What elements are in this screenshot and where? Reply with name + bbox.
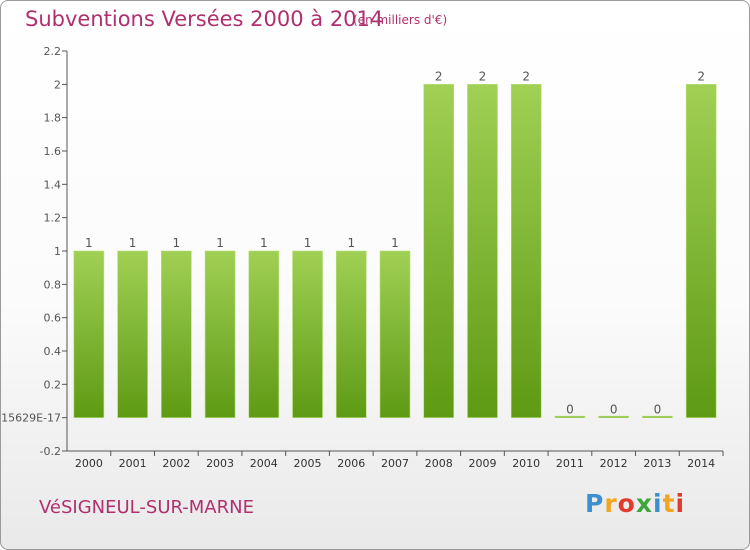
y-tick-label: 1 xyxy=(54,245,61,258)
x-tick-label-2004: 2004 xyxy=(250,457,278,470)
bar-2014 xyxy=(685,84,717,418)
y-tick-label: 0.6 xyxy=(44,312,62,325)
bar-2000 xyxy=(73,250,105,418)
y-tick-label: 0.2 xyxy=(44,378,62,391)
data-label-2014: 2 xyxy=(697,69,705,83)
x-tick-label-2014: 2014 xyxy=(687,457,715,470)
chart-title: Subventions Versées 2000 à 2014 xyxy=(25,7,384,31)
x-tick-label-2001: 2001 xyxy=(119,457,147,470)
logo-letter: t xyxy=(662,489,676,518)
data-label-2012: 0 xyxy=(610,403,618,417)
y-tick-label: 2.2 xyxy=(44,45,62,58)
chart-subtitle: (en milliers d'€) xyxy=(353,13,448,27)
data-label-2004: 1 xyxy=(260,236,268,250)
data-label-2003: 1 xyxy=(216,236,224,250)
y-tick-label: -0.2 xyxy=(40,445,61,458)
y-tick-label: 1.6 xyxy=(44,145,62,158)
bar-2005 xyxy=(292,250,323,418)
x-tick-label-2003: 2003 xyxy=(206,457,234,470)
logo-letter: r xyxy=(604,489,618,518)
logo-letter: o xyxy=(617,489,636,518)
bar-2007 xyxy=(379,250,411,418)
x-tick-label-2008: 2008 xyxy=(425,457,453,470)
data-label-2001: 1 xyxy=(129,236,137,250)
y-tick-label: 1.8 xyxy=(44,112,62,125)
bar-2002 xyxy=(161,250,192,418)
bar-2009 xyxy=(467,84,498,418)
x-tick-label-2011: 2011 xyxy=(556,457,584,470)
bar-2012 xyxy=(598,415,629,418)
y-tick-label: -1.15629E-17 xyxy=(1,412,61,425)
data-label-2010: 2 xyxy=(522,69,530,83)
bar-2013 xyxy=(642,415,673,418)
x-tick-label-2002: 2002 xyxy=(162,457,190,470)
y-tick-label: 0.4 xyxy=(44,345,62,358)
commune-name: VéSIGNEUL-SUR-MARNE xyxy=(39,497,254,518)
y-tick-label: 0.8 xyxy=(44,278,62,291)
data-label-2008: 2 xyxy=(435,69,443,83)
y-tick-label: 1.2 xyxy=(44,212,62,225)
x-tick-label-2000: 2000 xyxy=(75,457,103,470)
x-tick-label-2013: 2013 xyxy=(643,457,671,470)
data-label-2011: 0 xyxy=(566,403,574,417)
data-label-2005: 1 xyxy=(304,236,312,250)
x-tick-label-2010: 2010 xyxy=(512,457,540,470)
bar-2001 xyxy=(117,250,148,418)
bar-2008 xyxy=(423,84,455,418)
bar-2003 xyxy=(204,250,236,418)
data-label-2013: 0 xyxy=(654,403,662,417)
logo-letter: P xyxy=(585,489,605,518)
data-label-2002: 1 xyxy=(173,236,181,250)
bar-2011 xyxy=(554,415,586,418)
bar-2004 xyxy=(248,250,280,418)
logo-letter: i xyxy=(675,489,686,518)
logo-letter: x xyxy=(635,489,653,518)
bar-2006 xyxy=(335,250,367,418)
proxiti-logo: Proxiti xyxy=(585,489,685,518)
logo-letter: i xyxy=(653,489,663,518)
x-tick-label-2012: 2012 xyxy=(600,457,628,470)
data-label-2009: 2 xyxy=(479,69,487,83)
x-tick-label-2006: 2006 xyxy=(337,457,365,470)
x-tick-label-2005: 2005 xyxy=(294,457,322,470)
data-label-2000: 1 xyxy=(85,236,93,250)
data-label-2006: 1 xyxy=(347,236,355,250)
y-tick-label: 2 xyxy=(54,78,61,91)
data-label-2007: 1 xyxy=(391,236,399,250)
y-tick-label: 1.4 xyxy=(44,178,62,191)
x-tick-label-2007: 2007 xyxy=(381,457,409,470)
x-tick-label-2009: 2009 xyxy=(468,457,496,470)
bar-2010 xyxy=(510,84,542,418)
